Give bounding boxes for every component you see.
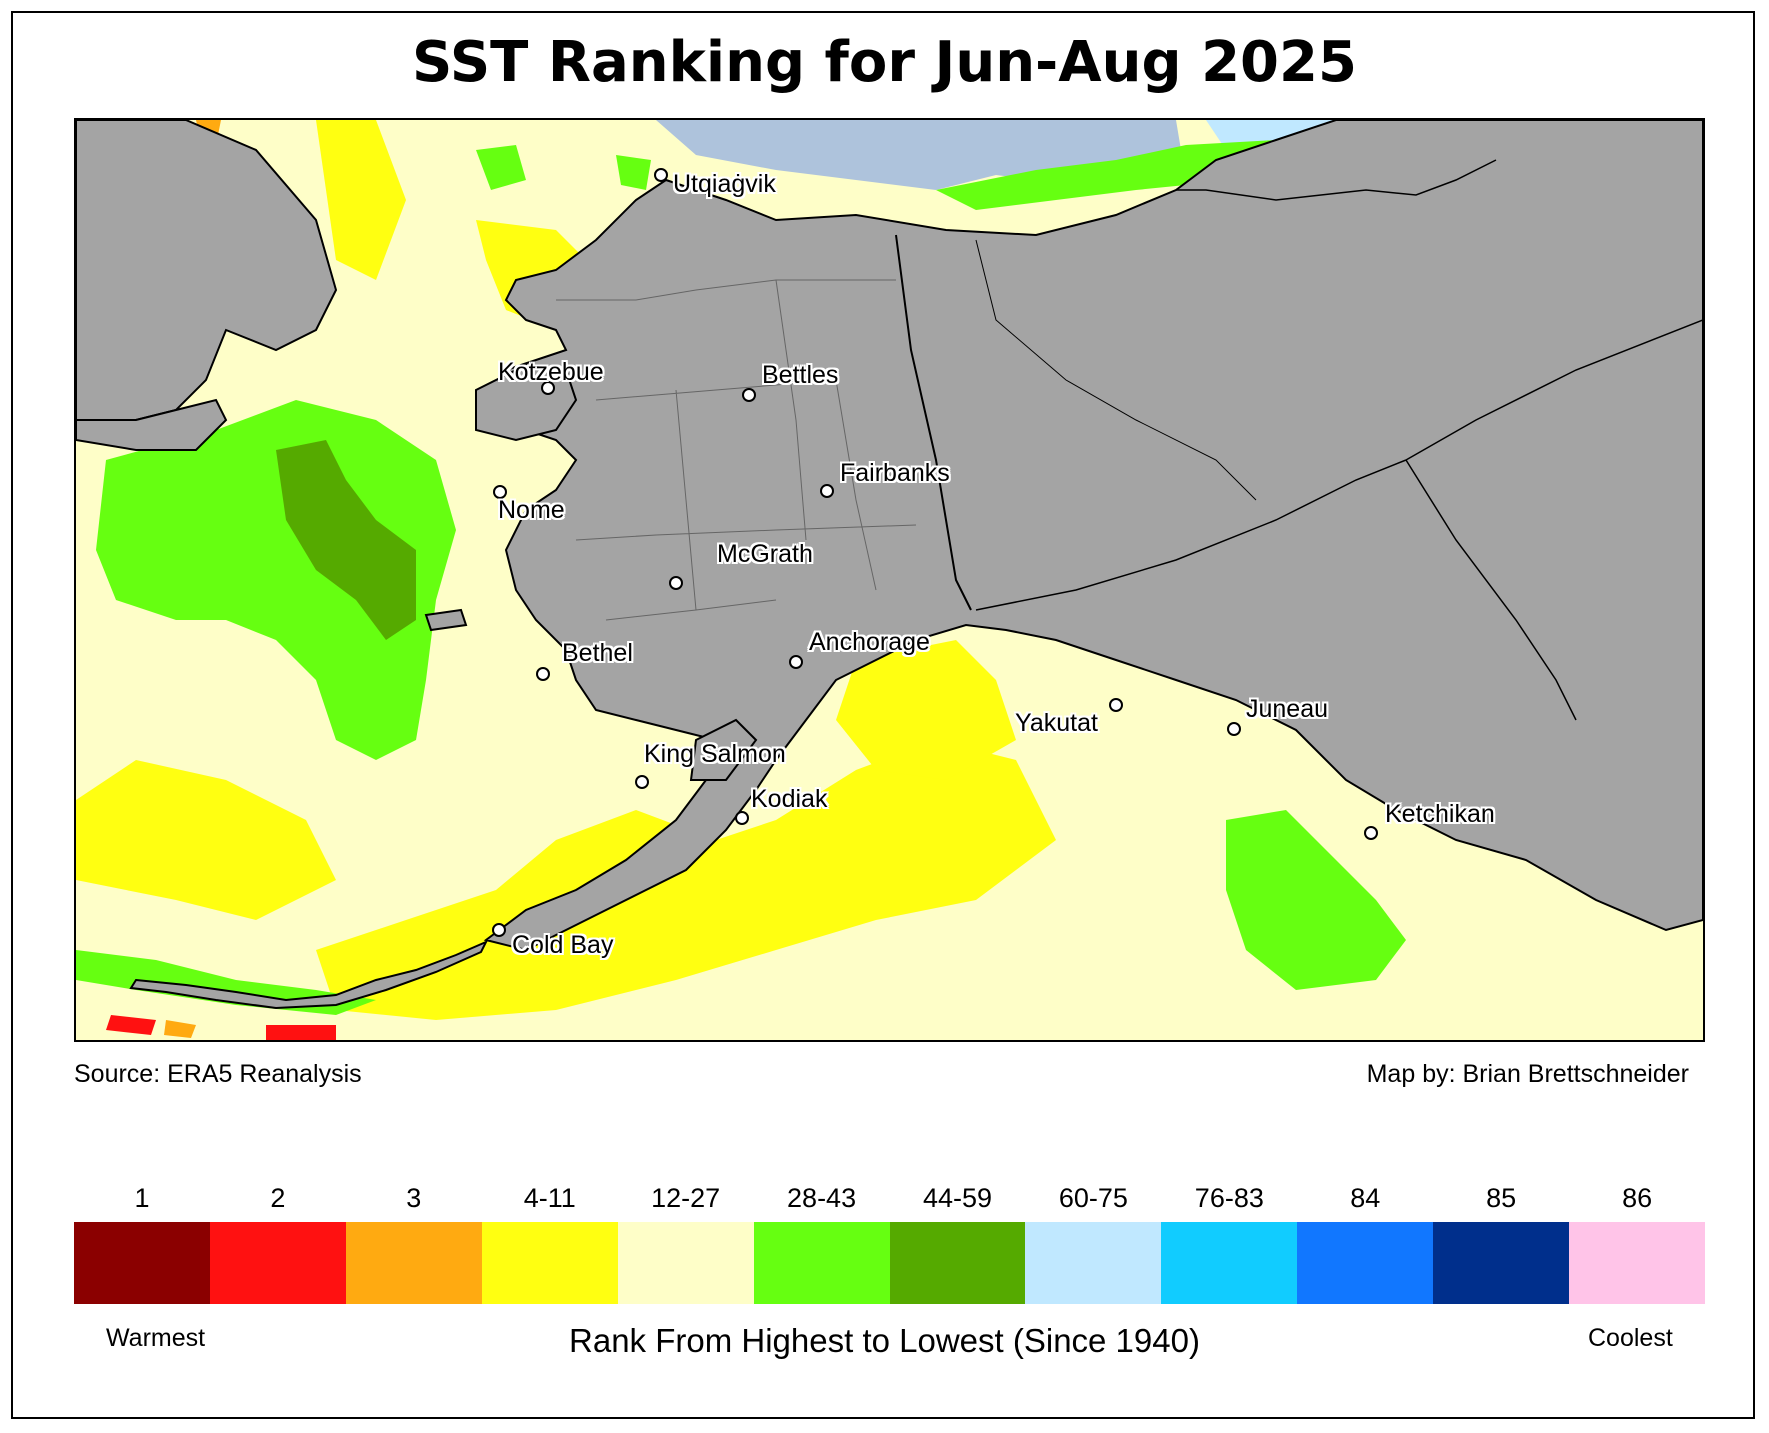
legend-coolest-label: Coolest <box>1588 1324 1673 1352</box>
red-patch-aleutian-2 <box>266 1025 336 1040</box>
green-patch-arctic-2 <box>616 155 651 190</box>
city-dot-ketchikan <box>1364 826 1378 840</box>
city-dot-kodiak <box>735 811 749 825</box>
map-title: SST Ranking for Jun-Aug 2025 <box>412 30 1357 95</box>
land-siberia <box>76 120 338 421</box>
yellow-patch-south <box>316 740 1056 1020</box>
city-dot-kotzebue <box>541 381 555 395</box>
yellow-patch-gulf <box>836 640 1016 780</box>
city-dot-king-salmon <box>635 775 649 789</box>
legend-labels: 1 2 3 4-11 12-27 28-43 44-59 60-75 76-83… <box>74 1183 1705 1214</box>
land-chukotka <box>76 398 228 451</box>
city-dot-utqiagvik <box>654 168 668 182</box>
land-st-lawrence-island <box>424 608 468 632</box>
city-label-mcgrath: McGrath <box>717 540 813 568</box>
border-alaska-canada <box>895 234 972 611</box>
city-dot-fairbanks <box>820 484 834 498</box>
legend-label: 2 <box>270 1183 286 1213</box>
city-label-fairbanks: Fairbanks <box>840 459 950 487</box>
legend-swatch <box>617 1222 754 1304</box>
city-label-cold-bay: Cold Bay <box>512 931 614 959</box>
yellow-patch-sw <box>76 760 336 920</box>
city-label-kotzebue: Kotzebue <box>498 358 604 386</box>
legend-swatch <box>889 1222 1026 1304</box>
city-label-ketchikan: Ketchikan <box>1385 800 1495 828</box>
legend-swatch <box>1433 1222 1570 1304</box>
land-alaska-canada <box>483 120 1703 952</box>
legend-label: 76-83 <box>1194 1183 1264 1213</box>
green-patch-arctic-1 <box>476 145 526 190</box>
city-dot-yakutat <box>1109 698 1123 712</box>
city-label-yakutat: Yakutat <box>1015 709 1098 737</box>
yellow-patch-north <box>316 120 406 280</box>
city-label-bettles: Bettles <box>762 361 839 389</box>
legend-label: 3 <box>406 1183 422 1213</box>
legend-swatch <box>209 1222 346 1304</box>
city-dot-mcgrath <box>669 576 683 590</box>
source-credit: Source: ERA5 Reanalysis <box>74 1060 362 1088</box>
legend-swatch <box>345 1222 482 1304</box>
green-patch-southeast <box>1226 810 1406 990</box>
city-dot-juneau <box>1227 722 1241 736</box>
green-patch-bering <box>96 400 456 760</box>
city-label-nome: Nome <box>498 496 565 524</box>
legend-swatch <box>1297 1222 1434 1304</box>
land-aleutian-chain <box>129 939 489 1010</box>
sst-map: Utqiaġvik Kotzebue Bettles Fairbanks Nom… <box>74 118 1705 1042</box>
map-graphic <box>76 120 1703 1040</box>
border-bc-alberta <box>1405 319 1703 461</box>
border-yukon-bc <box>975 459 1407 611</box>
legend-label: 60-75 <box>1058 1183 1128 1213</box>
dark-green-patch-bering <box>276 440 416 640</box>
city-dot-nome <box>493 485 507 499</box>
legend-label: 44-59 <box>922 1183 993 1213</box>
legend-label: 86 <box>1622 1183 1653 1213</box>
borough-lines <box>556 279 917 621</box>
orange-patch-aleutian <box>164 1020 196 1038</box>
border-bc-line <box>1405 459 1577 721</box>
city-label-utqiagvik: Utqiaġvik <box>673 170 776 198</box>
city-dot-bethel <box>536 667 550 681</box>
city-label-bethel: Bethel <box>562 639 633 667</box>
border-nwt-internal <box>975 239 1257 501</box>
legend-swatch <box>74 1222 210 1304</box>
map-author-credit: Map by: Brian Brettschneider <box>1366 1060 1689 1088</box>
legend-label: 1 <box>134 1183 150 1213</box>
city-dot-cold-bay <box>492 923 506 937</box>
red-patch-aleutian-1 <box>106 1015 156 1035</box>
legend-swatch <box>1569 1222 1706 1304</box>
city-label-kodiak: Kodiak <box>751 785 828 813</box>
legend-warmest-label: Warmest <box>106 1324 206 1352</box>
legend-swatch <box>753 1222 890 1304</box>
figure-frame <box>11 11 1755 1419</box>
land-kodiak-island <box>689 718 758 781</box>
city-dot-anchorage <box>789 655 803 669</box>
city-label-anchorage: Anchorage <box>809 628 930 656</box>
legend-label: 85 <box>1486 1183 1517 1213</box>
legend-swatch <box>1025 1222 1162 1304</box>
legend-swatch <box>481 1222 618 1304</box>
legend-axis-label: Rank From Highest to Lowest (Since 1940) <box>569 1322 1200 1359</box>
border-yukon-nwt <box>1176 159 1497 201</box>
legend-label: 28-43 <box>787 1183 857 1213</box>
city-label-king-salmon: King Salmon <box>644 740 786 768</box>
city-dot-bettles <box>742 388 756 402</box>
city-label-juneau: Juneau <box>1246 695 1329 723</box>
legend-colorbar <box>74 1222 1706 1304</box>
legend-swatch <box>1161 1222 1298 1304</box>
legend-label: 84 <box>1350 1183 1381 1213</box>
legend-label: 4-11 <box>523 1183 576 1213</box>
legend-label: 12-27 <box>651 1183 721 1213</box>
